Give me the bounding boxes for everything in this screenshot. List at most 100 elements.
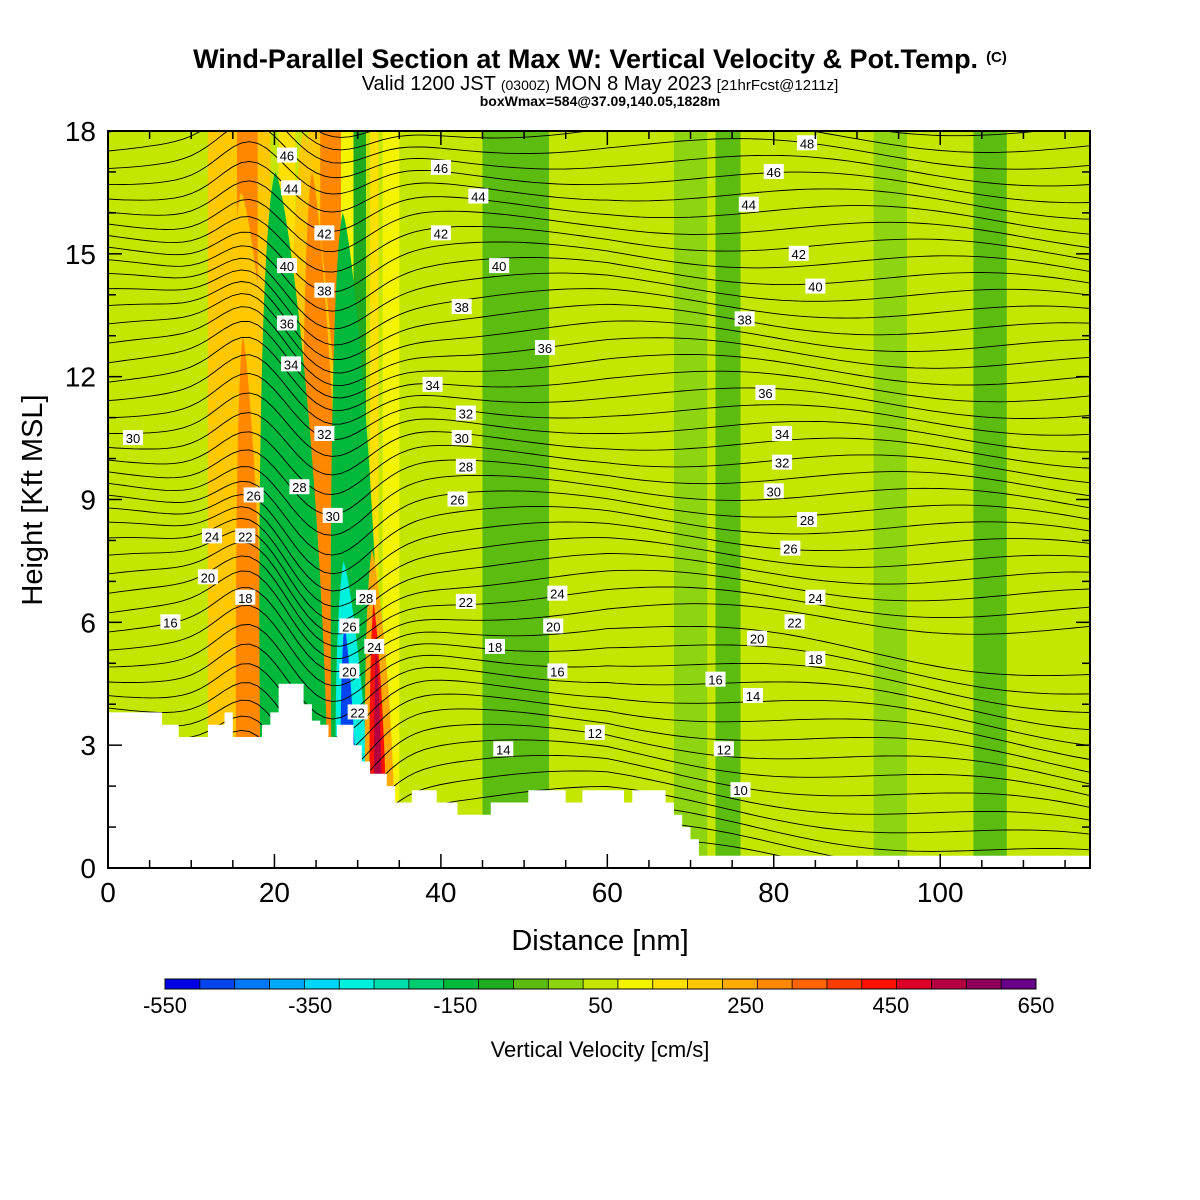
colorbar-swatch bbox=[583, 979, 619, 989]
isentrope-label-box bbox=[734, 311, 755, 327]
isentrope-label-box bbox=[493, 741, 514, 757]
isentrope-label: 24 bbox=[205, 529, 219, 544]
colorbar-tick-label: 450 bbox=[872, 993, 909, 1018]
isentrope-line bbox=[108, 412, 1090, 476]
colorbar-swatch bbox=[199, 979, 236, 989]
isentrope-label-box bbox=[235, 589, 256, 605]
isentrope-line bbox=[108, 570, 1090, 659]
chart-subtitle: Valid 1200 JST (0300Z) MON 8 May 2023 [21hr… bbox=[362, 73, 839, 95]
isentrope-label: 46 bbox=[280, 149, 294, 164]
colorbar-swatch bbox=[896, 979, 932, 989]
isentrope-label-box bbox=[780, 540, 801, 556]
y-tick-label: 3 bbox=[80, 730, 96, 761]
isentrope-label-box bbox=[805, 651, 826, 667]
isentrope-label: 36 bbox=[280, 316, 294, 331]
isentrope-line bbox=[108, 257, 1090, 330]
isentrope-label: 36 bbox=[758, 386, 772, 401]
isentrope-label-box bbox=[805, 278, 826, 294]
isentrope-line bbox=[108, 529, 1090, 622]
isentrope-label-box bbox=[455, 405, 476, 421]
isentrope-label: 48 bbox=[800, 136, 814, 151]
y-tick-label: 15 bbox=[65, 239, 96, 270]
colorbar-label: Vertical Velocity [cm/s] bbox=[491, 1037, 710, 1062]
isentrope-label-box bbox=[314, 282, 335, 298]
colorbar-swatch bbox=[861, 979, 898, 989]
isentrope-label-box bbox=[276, 147, 297, 163]
isentrope-label: 26 bbox=[450, 493, 464, 508]
isentrope-label: 20 bbox=[342, 664, 356, 679]
colorbar-swatch bbox=[478, 979, 514, 989]
isentrope-label-box bbox=[355, 589, 376, 605]
x-tick-label: 0 bbox=[100, 877, 116, 908]
isentrope-label: 26 bbox=[342, 619, 356, 634]
vertical-velocity-column bbox=[807, 131, 857, 868]
isentrope-label: 30 bbox=[454, 431, 468, 446]
isentrope-line bbox=[108, 293, 1090, 374]
isentrope-label-box bbox=[713, 741, 734, 757]
isentrope-label-box bbox=[747, 630, 768, 646]
colorbar-swatch bbox=[339, 979, 375, 989]
isentrope-label-box bbox=[364, 638, 385, 654]
colorbar: -550 -350 -150 50 250 450 650 bbox=[143, 978, 1055, 1018]
isentrope-label-box bbox=[468, 188, 489, 204]
isentrope-label-box bbox=[455, 458, 476, 474]
isentrope-label-box bbox=[339, 618, 360, 634]
isentrope-label: 14 bbox=[496, 742, 510, 757]
colorbar-tick-label: -350 bbox=[288, 993, 332, 1018]
x-tick-label: 80 bbox=[758, 877, 789, 908]
isentrope-label-box bbox=[534, 340, 555, 356]
isentrope-line bbox=[108, 336, 1090, 412]
isentrope-label-box bbox=[243, 487, 264, 503]
isentrope-line bbox=[108, 198, 1090, 253]
isentrope-line bbox=[108, 180, 1090, 235]
isentrope-line bbox=[108, 587, 1090, 677]
isentrope-label: 40 bbox=[492, 259, 506, 274]
isentrope-line bbox=[108, 160, 1090, 220]
isentrope-label-box bbox=[430, 225, 451, 241]
isentrope-label: 24 bbox=[808, 591, 822, 606]
isentrope-line bbox=[108, 281, 1090, 360]
isentrope-label-box bbox=[276, 315, 297, 331]
isentrope-label: 42 bbox=[434, 226, 448, 241]
isentrope-label: 18 bbox=[488, 640, 502, 655]
vertical-velocity-column bbox=[873, 131, 907, 868]
colorbar-tick-label: 250 bbox=[727, 993, 764, 1018]
isentrope-label-box bbox=[705, 671, 726, 687]
x-tick-label: 20 bbox=[259, 877, 290, 908]
colorbar-swatch bbox=[722, 979, 758, 989]
isentrope-label: 18 bbox=[238, 591, 252, 606]
isentrope-line bbox=[108, 624, 1090, 713]
x-axis-label: Distance [nm] bbox=[511, 925, 688, 957]
colorbar-swatch bbox=[443, 979, 480, 989]
isentrope-label-box bbox=[772, 454, 793, 470]
colorbar-tick-label: 650 bbox=[1018, 993, 1055, 1018]
x-tick-label: 60 bbox=[592, 877, 623, 908]
isentrope-label: 34 bbox=[425, 378, 439, 393]
isentrope-label-box bbox=[547, 585, 568, 601]
isentrope-label: 44 bbox=[284, 181, 298, 196]
isentrope-label: 16 bbox=[163, 615, 177, 630]
isentrope-line bbox=[108, 269, 1090, 346]
isentrope-line bbox=[108, 605, 1090, 695]
isentrope-label-box bbox=[543, 618, 564, 634]
isentrope-label: 42 bbox=[317, 226, 331, 241]
isentrope-label: 10 bbox=[733, 783, 747, 798]
x-tick-label: 40 bbox=[425, 877, 456, 908]
colorbar-swatch bbox=[826, 979, 863, 989]
isentrope-label-box bbox=[755, 385, 776, 401]
isentrope-label: 42 bbox=[791, 247, 805, 262]
y-tick-label: 18 bbox=[65, 116, 96, 147]
isentrope-label-box bbox=[455, 593, 476, 609]
isentrope-label-box bbox=[763, 163, 784, 179]
colorbar-swatch bbox=[966, 979, 1002, 989]
isentrope-label-box bbox=[451, 299, 472, 315]
isentrope-label: 30 bbox=[767, 484, 781, 499]
isentrope-label-box bbox=[547, 663, 568, 679]
colorbar-tick-label: -150 bbox=[433, 993, 477, 1018]
isentrope-label-box bbox=[347, 704, 368, 720]
isentrope-line bbox=[108, 231, 1090, 293]
isentrope-label: 20 bbox=[750, 632, 764, 647]
